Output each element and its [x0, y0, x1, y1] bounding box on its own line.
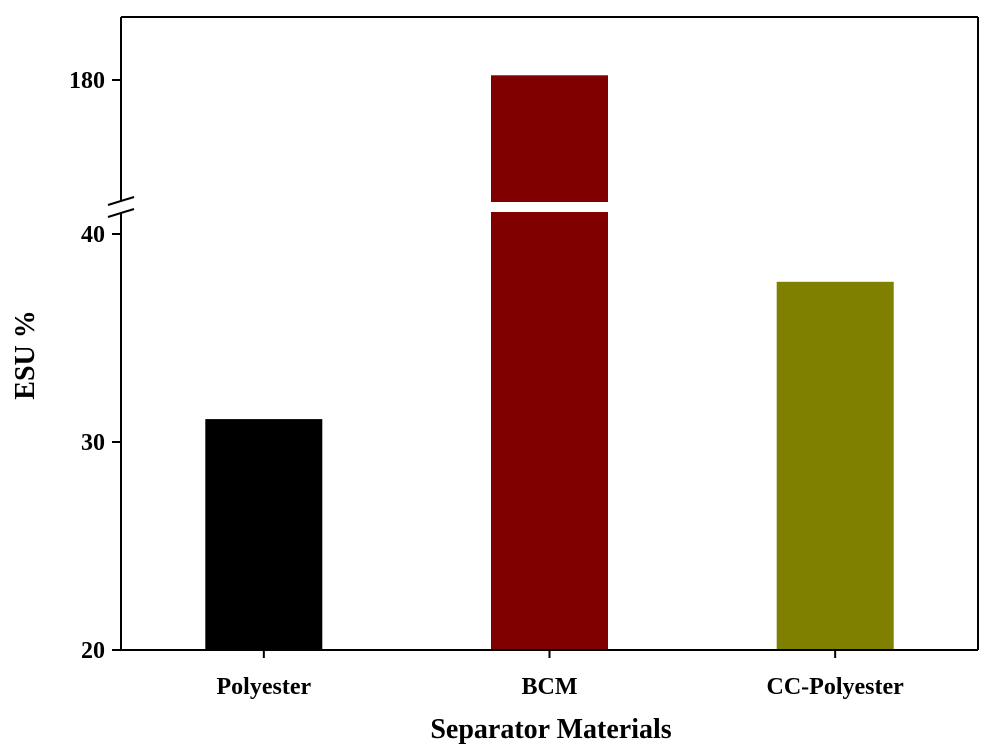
x-axis-title: Separator Materials — [430, 714, 671, 745]
y-tick-label: 180 — [69, 68, 105, 94]
y-axis-title: ESU % — [10, 310, 41, 399]
x-tick-label-cc-polyester: CC-Polyester — [767, 674, 905, 700]
bar-cc-polyester — [776, 281, 894, 650]
axis-break-mark — [107, 208, 135, 218]
x-tick-label-polyester: Polyester — [217, 674, 312, 700]
bar-break-gap — [490, 202, 609, 212]
y-tick-label: 20 — [81, 638, 105, 664]
bars-group — [205, 75, 894, 651]
x-axis-ticks: Polyester BCM CC-Polyester — [217, 650, 905, 700]
bar-polyester — [205, 419, 323, 650]
bar-bcm — [491, 75, 608, 651]
y-axis-ticks: 20 30 40 180 — [69, 68, 121, 664]
y-tick-label: 30 — [81, 430, 105, 456]
axis-break-mark — [107, 196, 135, 206]
y-tick-label: 40 — [81, 222, 105, 248]
x-tick-label-bcm: BCM — [522, 674, 578, 700]
